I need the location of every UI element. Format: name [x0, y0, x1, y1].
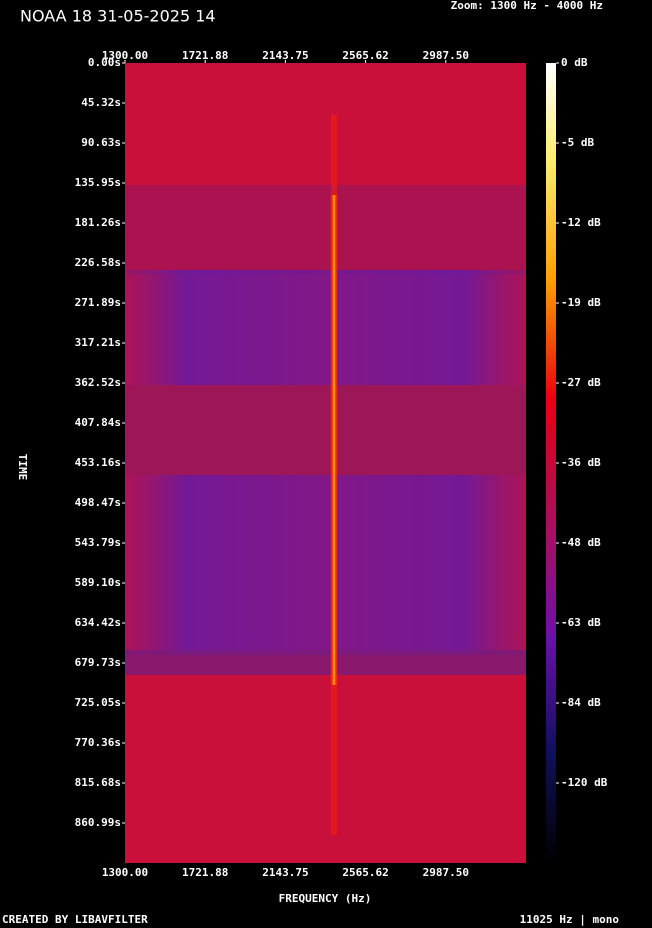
x-tick-label: 1721.88	[182, 866, 228, 879]
spectrogram-image	[125, 63, 526, 863]
x-tick-label: 2143.75	[262, 866, 308, 879]
x-tick-label: 2987.50	[423, 866, 469, 879]
x-tick-label: 1300.00	[102, 866, 148, 879]
x-tick-label: 1300.00	[102, 49, 148, 62]
colorbar	[546, 63, 556, 863]
colorbar-tick-label: 0 dB	[561, 56, 588, 69]
zoom-label: Zoom: 1300 Hz - 4000 Hz	[451, 0, 603, 12]
y-tick-label: 770.36s	[75, 736, 121, 749]
x-tick-label: 2143.75	[262, 49, 308, 62]
colorbar-tick-label: -63 dB	[561, 616, 601, 629]
footer-right: 11025 Hz | mono	[520, 913, 620, 926]
y-tick-label: 135.95s	[75, 176, 121, 189]
colorbar-tick-label: -120 dB	[561, 776, 608, 789]
y-tick-label: 181.26s	[75, 216, 121, 229]
colorbar-tick-label: -12 dB	[561, 216, 601, 229]
colorbar-tick-label: -84 dB	[561, 696, 601, 709]
x-tick-label: 2565.62	[342, 866, 388, 879]
y-tick-label: 634.42s	[75, 616, 121, 629]
colorbar-tick-label: -5 dB	[561, 136, 594, 149]
y-tick-label: 860.99s	[75, 816, 121, 829]
colorbar-tick-label: -19 dB	[561, 296, 601, 309]
y-tick-label: 0.00s	[88, 56, 121, 69]
y-tick-label: 543.79s	[75, 536, 121, 549]
colorbar-tick-label: -36 dB	[561, 456, 601, 469]
chart-title: NOAA 18 31-05-2025 14	[20, 7, 216, 26]
y-tick-label: 90.63s	[81, 136, 121, 149]
y-axis-label: TIME	[16, 454, 29, 481]
y-tick-label: 589.10s	[75, 576, 121, 589]
y-tick-label: 317.21s	[75, 336, 121, 349]
footer-left: CREATED BY LIBAVFILTER	[2, 913, 148, 926]
colorbar-tick-label: -27 dB	[561, 376, 601, 389]
y-tick-label: 725.05s	[75, 696, 121, 709]
y-tick-label: 362.52s	[75, 376, 121, 389]
y-tick-label: 498.47s	[75, 496, 121, 509]
x-tick-label: 2987.50	[423, 49, 469, 62]
y-tick-label: 271.89s	[75, 296, 121, 309]
y-tick-label: 815.68s	[75, 776, 121, 789]
y-tick-label: 453.16s	[75, 456, 121, 469]
y-tick-label: 226.58s	[75, 256, 121, 269]
x-axis-label: FREQUENCY (Hz)	[279, 892, 372, 905]
x-tick-label: 1721.88	[182, 49, 228, 62]
y-tick-label: 45.32s	[81, 96, 121, 109]
colorbar-tick-label: -48 dB	[561, 536, 601, 549]
y-tick-label: 679.73s	[75, 656, 121, 669]
y-tick-label: 407.84s	[75, 416, 121, 429]
x-tick-label: 2565.62	[342, 49, 388, 62]
